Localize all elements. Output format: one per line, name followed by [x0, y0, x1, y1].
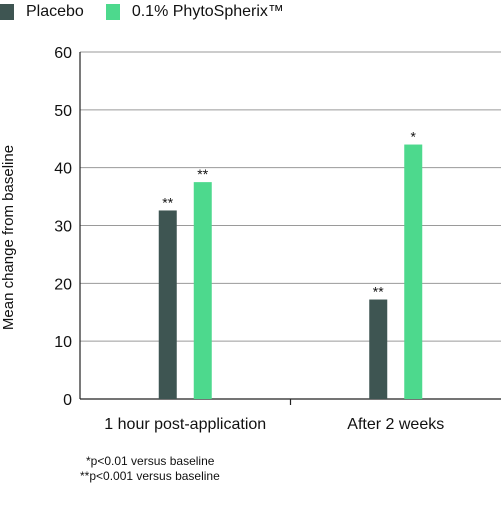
y-axis-label: Mean change from baseline — [0, 145, 17, 330]
bar-phytospherix-1 — [193, 182, 212, 399]
legend-swatch-phytospherix — [105, 4, 120, 20]
footnote-2: **p<0.001 versus baseline — [80, 469, 220, 483]
legend-item-placebo: Placebo — [0, 3, 84, 21]
chart-legend: Placebo 0.1% PhytoSpherix™ — [0, 0, 306, 24]
significance-placebo-1: ** — [162, 194, 173, 210]
y-tick-label-30: 30 — [54, 219, 72, 236]
y-tick-label-50: 50 — [54, 103, 72, 120]
significance-phytospherix-2: * — [411, 129, 417, 145]
legend-label-placebo: Placebo — [26, 3, 84, 20]
y-tick-label-10: 10 — [54, 334, 72, 351]
legend-item-phytospherix: 0.1% PhytoSpherix™ — [105, 3, 284, 21]
footnote-1: *p<0.01 versus baseline — [86, 454, 215, 468]
x-category-label-1: 1 hour post-application — [104, 416, 266, 433]
bar-placebo-1 — [158, 210, 177, 399]
legend-swatch-placebo — [0, 4, 14, 20]
bar-phytospherix-2 — [404, 144, 423, 399]
y-tick-label-0: 0 — [63, 392, 72, 409]
legend-label-phytospherix: 0.1% PhytoSpherix™ — [131, 3, 284, 20]
significance-phytospherix-1: ** — [197, 166, 208, 182]
x-category-label-2: After 2 weeks — [347, 416, 444, 433]
y-tick-label-40: 40 — [54, 161, 72, 178]
y-tick-label-20: 20 — [54, 276, 72, 293]
y-tick-label-60: 60 — [54, 45, 72, 62]
bar-placebo-2 — [369, 299, 388, 399]
significance-placebo-2: ** — [373, 284, 384, 300]
